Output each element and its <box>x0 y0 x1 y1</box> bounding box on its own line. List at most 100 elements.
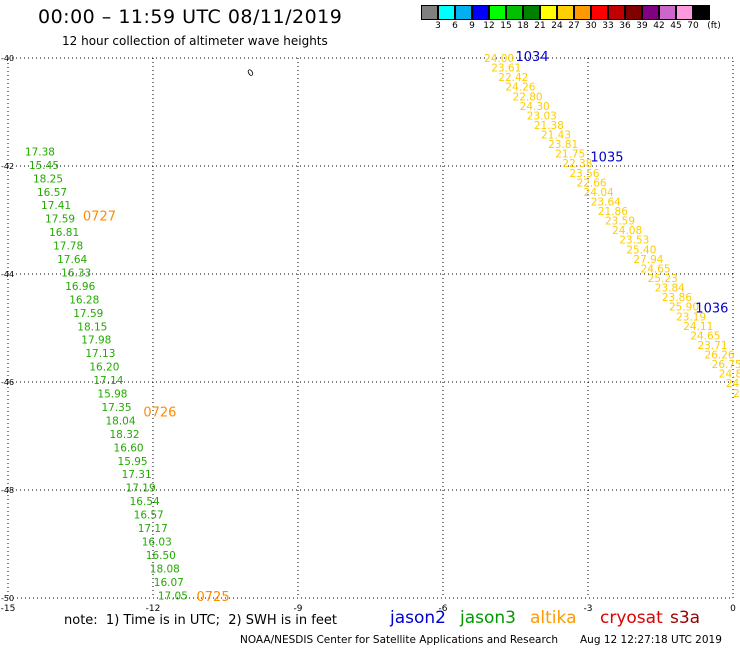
legend-swatch <box>455 5 472 20</box>
legend-swatch <box>659 5 676 20</box>
wave-height-value: 22.66 <box>577 177 607 189</box>
wave-height-value: 23.03 <box>527 110 557 122</box>
wave-height-value: 18.32 <box>110 429 140 441</box>
lat-tick-label: -44 <box>1 270 14 279</box>
wave-height-value: 23.84 <box>655 283 685 295</box>
lat-tick-label: -48 <box>1 486 14 495</box>
map-title: 00:00 – 11:59 UTC 08/11/2019 <box>38 6 343 28</box>
wave-height-value: 26.75 <box>712 359 740 371</box>
wave-height-value: 17.17 <box>138 523 168 535</box>
wave-height-value: 16.28 <box>69 294 99 306</box>
isolated-mark: 0 <box>246 68 256 80</box>
wave-height-value: 18.15 <box>77 321 107 333</box>
legend-tick-label: 27 <box>568 21 580 31</box>
wave-height-value: 23.59 <box>605 216 635 228</box>
wave-height-value: 15.95 <box>118 456 148 468</box>
legend-swatch <box>608 5 625 20</box>
legend-tick-label: 24 <box>551 21 563 31</box>
wave-height-value: 24.86 <box>719 369 740 381</box>
wave-height-value: 18.04 <box>105 415 135 427</box>
wave-height-value: 17.64 <box>57 254 87 266</box>
pass-time-label: 0725 <box>197 590 230 605</box>
satellite-label-s3a: s3a <box>670 608 701 628</box>
wave-height-value: 15.45 <box>29 160 59 172</box>
wave-height-value: 16.03 <box>142 536 172 548</box>
color-legend <box>421 5 710 21</box>
wave-height-value: 17.35 <box>101 402 131 414</box>
lon-tick-label: 0 <box>730 604 736 614</box>
legend-tick-label: 30 <box>585 21 597 31</box>
wave-height-value: 24.00 <box>484 53 514 65</box>
wave-height-value: 23.56 <box>569 168 599 180</box>
wave-height-value: 23.53 <box>619 235 649 247</box>
wave-height-value: 16.96 <box>65 281 95 293</box>
legend-tick-label: 18 <box>517 21 529 31</box>
satellite-label-cryosat: cryosat <box>600 608 663 628</box>
legend-swatch <box>523 5 540 20</box>
legend-tick-label: 33 <box>602 21 614 31</box>
wave-height-value: 17.41 <box>41 200 71 212</box>
legend-tick-label: 21 <box>534 21 546 31</box>
wave-height-value: 23.64 <box>591 196 621 208</box>
wave-height-value: 25.90 <box>669 302 699 314</box>
wave-height-value: 22.42 <box>498 72 528 84</box>
wave-height-value: 16.20 <box>89 362 119 374</box>
wave-height-value: 24.65 <box>690 330 720 342</box>
wave-height-value: 25.23 <box>648 273 678 285</box>
wave-height-value: 17.05 <box>158 590 188 602</box>
legend-tick-label: 45 <box>670 21 682 31</box>
wave-height-value: 24.30 <box>520 101 550 113</box>
legend-swatch <box>506 5 523 20</box>
wave-height-value: 16.81 <box>49 227 79 239</box>
wave-height-value: 24.04 <box>584 187 614 199</box>
wave-height-value: 17.98 <box>81 335 111 347</box>
wave-height-value: 17.14 <box>93 375 123 387</box>
legend-swatch <box>642 5 659 20</box>
wave-height-value: 16.50 <box>146 550 176 562</box>
footer-timestamp: Aug 12 12:27:18 UTC 2019 <box>580 634 722 646</box>
pass-time-label: 1036 <box>695 301 728 316</box>
satellite-label-jason2: jason2 <box>390 608 446 628</box>
wave-height-value: 17.59 <box>73 308 103 320</box>
legend-swatch <box>625 5 642 20</box>
legend-tick-label: 70 <box>687 21 699 31</box>
map-subtitle: 12 hour collection of altimeter wave hei… <box>62 34 328 48</box>
wave-height-value: 17.78 <box>53 241 83 253</box>
legend-swatch <box>574 5 591 20</box>
plot-frame <box>7 57 734 599</box>
wave-height-value: 16.60 <box>114 442 144 454</box>
legend-tick-label: 15 <box>500 21 512 31</box>
legend-swatch <box>421 5 438 20</box>
wave-height-value: 18.08 <box>150 563 180 575</box>
satellite-label-altika: altika <box>530 608 577 628</box>
legend-tick-label: 42 <box>653 21 665 31</box>
legend-swatch <box>693 5 710 20</box>
footer-credit: NOAA/NESDIS Center for Satellite Applica… <box>240 634 558 646</box>
units-note: note: 1) Time is in UTC; 2) SWH is in fe… <box>64 613 337 628</box>
legend-swatch <box>472 5 489 20</box>
lon-tick-label: -3 <box>584 604 593 614</box>
legend-unit: (ft) <box>707 21 721 31</box>
wave-height-value: 22.80 <box>513 91 543 103</box>
wave-height-value: 17.59 <box>45 214 75 226</box>
legend-swatch <box>489 5 506 20</box>
wave-height-value: 21.75 <box>555 149 585 161</box>
wave-height-value: 24.26 <box>505 82 535 94</box>
wave-height-value: 22.38 <box>562 158 592 170</box>
wave-height-value: 21.86 <box>598 206 628 218</box>
satellite-label-jason3: jason3 <box>460 608 516 628</box>
lon-tick-label: -12 <box>146 604 161 614</box>
lat-tick-label: -46 <box>1 378 14 387</box>
legend-swatch <box>591 5 608 20</box>
legend-tick-label: 36 <box>619 21 631 31</box>
wave-height-value: 23.86 <box>662 292 692 304</box>
wave-height-value: 16.33 <box>61 267 91 279</box>
wave-height-value: 17.31 <box>122 469 152 481</box>
legend-tick-label: 12 <box>483 21 495 31</box>
pass-time-label: 1034 <box>516 50 549 65</box>
wave-height-value: 23.19 <box>676 311 706 323</box>
pass-time-label: 0726 <box>143 406 176 421</box>
lon-tick-label: -9 <box>294 604 303 614</box>
wave-height-value: 25.40 <box>626 244 656 256</box>
